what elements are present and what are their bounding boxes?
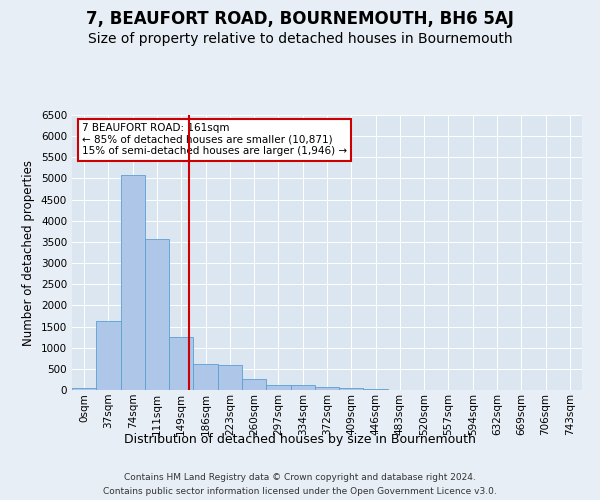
Bar [290, 386, 315, 390]
Text: Contains public sector information licensed under the Open Government Licence v3: Contains public sector information licen… [103, 488, 497, 496]
Text: Contains HM Land Registry data © Crown copyright and database right 2024.: Contains HM Land Registry data © Crown c… [124, 472, 476, 482]
Bar [364, 388, 388, 390]
Text: Size of property relative to detached houses in Bournemouth: Size of property relative to detached ho… [88, 32, 512, 46]
Text: Distribution of detached houses by size in Bournemouth: Distribution of detached houses by size … [124, 432, 476, 446]
Bar [72, 388, 96, 390]
Bar [242, 378, 266, 390]
Text: 7, BEAUFORT ROAD, BOURNEMOUTH, BH6 5AJ: 7, BEAUFORT ROAD, BOURNEMOUTH, BH6 5AJ [86, 10, 514, 28]
Bar [96, 322, 121, 390]
Bar [315, 386, 339, 390]
Bar [121, 174, 145, 390]
Bar [169, 337, 193, 390]
Bar [218, 366, 242, 390]
Bar [145, 239, 169, 390]
Bar [339, 388, 364, 390]
Bar [266, 384, 290, 390]
Y-axis label: Number of detached properties: Number of detached properties [22, 160, 35, 346]
Text: 7 BEAUFORT ROAD: 161sqm
← 85% of detached houses are smaller (10,871)
15% of sem: 7 BEAUFORT ROAD: 161sqm ← 85% of detache… [82, 123, 347, 156]
Bar [193, 364, 218, 390]
